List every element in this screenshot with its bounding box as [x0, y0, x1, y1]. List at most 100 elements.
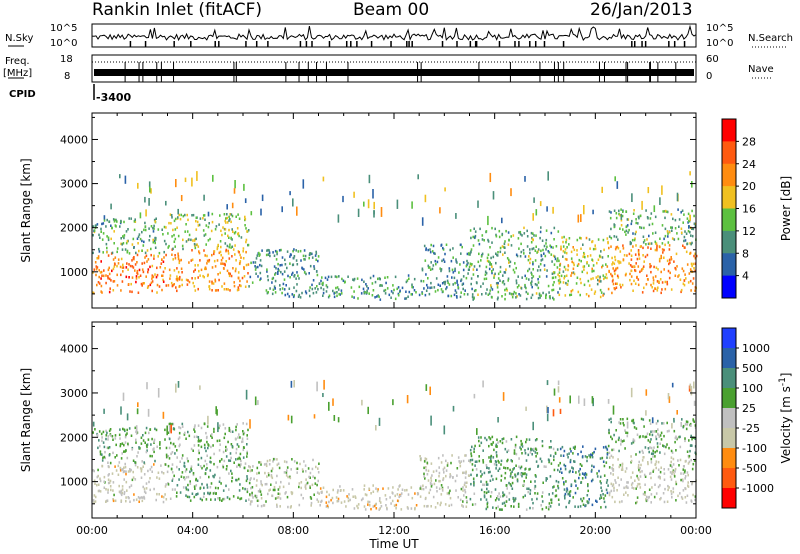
- velocity-echo-cell: [210, 434, 212, 438]
- velocity-echo-cell: [131, 448, 133, 451]
- velocity-echo-cell: [626, 481, 628, 484]
- velocity-echo-cell: [560, 454, 562, 457]
- power-echo-cell: [138, 276, 140, 279]
- power-echo-cell: [485, 230, 488, 233]
- power-echo-cell: [548, 295, 551, 298]
- power-echo-cell: [114, 224, 117, 227]
- velocity-echo-cell: [574, 491, 577, 495]
- power-echo-cell: [462, 287, 464, 291]
- power-echo-cell: [130, 217, 132, 220]
- velocity-echo-cell: [101, 436, 103, 439]
- power-echo-cell: [313, 267, 316, 270]
- velocity-echo-cell: [174, 452, 176, 455]
- power-echo-cell: [230, 274, 233, 278]
- velocity-echo-cell: [465, 454, 467, 457]
- velocity-echo-cell: [620, 443, 622, 446]
- velocity-echo-cell: [108, 481, 111, 484]
- velocity-echo-cell: [632, 438, 635, 441]
- power-echo-cell: [449, 248, 451, 252]
- power-echo-cell: [126, 240, 129, 243]
- velocity-echo-cell: [532, 501, 534, 505]
- power-echo-cell: [577, 214, 580, 223]
- power-echo-cell: [268, 251, 271, 254]
- velocity-echo-cell: [560, 467, 562, 471]
- velocity-echo-cell: [632, 418, 635, 422]
- velocity-echo-cell: [232, 495, 235, 498]
- velocity-echo-cell: [266, 459, 269, 463]
- velocity-echo-cell: [463, 483, 466, 487]
- velocity-echo-cell: [153, 450, 155, 454]
- power-echo-cell: [580, 259, 582, 263]
- velocity-echo-cell: [571, 466, 573, 469]
- power-echo-cell: [658, 257, 661, 261]
- velocity-echo-cell: [457, 456, 460, 459]
- power-echo-cell: [216, 259, 219, 262]
- velocity-echo-cell: [193, 485, 196, 488]
- power-echo-cell: [191, 277, 193, 280]
- power-echo-cell: [289, 255, 291, 258]
- power-echo-cell: [303, 271, 306, 274]
- velocity-echo-cell: [219, 498, 221, 502]
- power-echo-cell: [615, 212, 618, 215]
- power-echo-cell: [633, 209, 635, 212]
- power-echo-cell: [673, 260, 675, 263]
- velocity-echo-cell: [222, 450, 225, 454]
- velocity-echo-cell: [260, 497, 263, 500]
- power-echo-cell: [144, 225, 147, 228]
- velocity-echo-cell: [443, 471, 445, 474]
- velocity-echo-cell: [258, 471, 260, 475]
- velocity-echo-cell: [529, 451, 532, 454]
- power-echo-cell: [405, 290, 407, 293]
- velocity-echo-cell: [375, 425, 377, 431]
- power-echo-cell: [448, 283, 451, 286]
- power-echo-cell: [224, 219, 226, 223]
- velocity-echo-cell: [111, 472, 114, 475]
- velocity-echo-cell: [500, 479, 502, 482]
- power-echo-cell: [377, 277, 379, 281]
- power-echo-cell: [291, 293, 294, 296]
- power-echo-cell: [472, 273, 475, 276]
- power-echo-cell: [320, 286, 322, 290]
- power-echo-cell: [217, 273, 219, 276]
- velocity-echo-cell: [480, 436, 482, 439]
- velocity-echo-cell: [515, 452, 518, 456]
- power-echo-cell: [297, 274, 299, 277]
- velocity-echo-cell: [508, 481, 510, 485]
- velocity-echo-cell: [249, 465, 251, 469]
- velocity-echo-cell: [325, 501, 328, 504]
- velocity-echo-cell: [209, 486, 212, 489]
- power-echo-cell: [182, 238, 184, 242]
- power-echo-cell: [616, 282, 618, 285]
- power-echo-cell: [510, 235, 512, 238]
- power-echo-cell: [309, 252, 311, 255]
- velocity-echo-cell: [693, 459, 696, 462]
- velocity-echo-cell: [225, 445, 227, 449]
- velocity-echo-cell: [181, 425, 184, 428]
- power-echo-cell: [255, 257, 258, 260]
- velocity-echo-cell: [235, 458, 237, 461]
- velocity-echo-cell: [240, 463, 242, 466]
- velocity-echo-cell: [660, 438, 663, 441]
- power-echo-cell: [199, 274, 201, 277]
- velocity-echo-cell: [692, 462, 695, 466]
- velocity-echo-cell: [197, 436, 200, 439]
- power-echo-cell: [108, 220, 111, 223]
- velocity-echo-cell: [672, 469, 675, 472]
- power-echo-cell: [590, 277, 592, 281]
- power-echo-cell: [271, 281, 273, 284]
- power-echo-cell: [169, 274, 172, 277]
- velocity-echo-cell: [581, 464, 583, 467]
- velocity-echo-cell: [171, 451, 174, 454]
- power-echo-cell: [207, 211, 210, 217]
- velocity-echo-cell: [151, 470, 153, 473]
- power-echo-cell: [605, 273, 608, 276]
- power-echo-cell: [480, 285, 482, 288]
- power-echo-cell: [618, 260, 621, 263]
- velocity-echo-cell: [246, 455, 248, 458]
- power-echo-cell: [168, 221, 170, 225]
- power-echo-cell: [227, 249, 229, 253]
- power-echo-cell: [515, 296, 517, 299]
- power-echo-cell: [128, 263, 130, 266]
- velocity-echo-cell: [125, 449, 127, 452]
- power-echo-cell: [481, 238, 484, 241]
